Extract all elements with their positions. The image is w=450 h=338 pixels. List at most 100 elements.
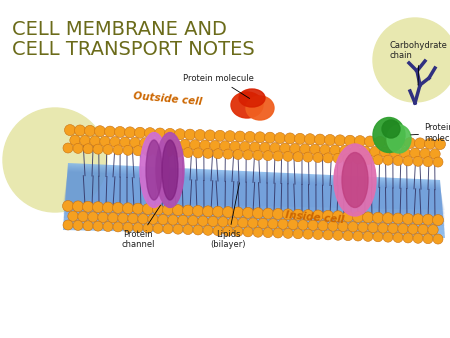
Circle shape <box>303 152 313 162</box>
Circle shape <box>178 215 188 225</box>
Circle shape <box>113 145 123 155</box>
Circle shape <box>283 209 293 220</box>
Circle shape <box>373 212 383 223</box>
Circle shape <box>363 232 373 241</box>
Circle shape <box>133 223 143 233</box>
Circle shape <box>273 151 283 161</box>
Text: CELL TRANSPORT NOTES: CELL TRANSPORT NOTES <box>12 40 255 59</box>
Circle shape <box>363 154 373 164</box>
Circle shape <box>103 202 113 213</box>
Circle shape <box>265 132 275 143</box>
Circle shape <box>228 217 238 227</box>
Circle shape <box>305 134 315 145</box>
Circle shape <box>413 156 423 166</box>
Circle shape <box>290 143 300 154</box>
Circle shape <box>395 137 405 148</box>
Circle shape <box>72 201 84 212</box>
Circle shape <box>364 136 375 147</box>
Circle shape <box>298 220 308 230</box>
Circle shape <box>288 219 298 230</box>
Circle shape <box>173 224 183 234</box>
Circle shape <box>323 153 333 163</box>
Circle shape <box>193 148 203 158</box>
Circle shape <box>340 145 350 156</box>
Circle shape <box>160 139 170 149</box>
Circle shape <box>223 226 233 236</box>
Circle shape <box>333 153 343 163</box>
Circle shape <box>428 225 438 235</box>
Circle shape <box>202 206 213 217</box>
Circle shape <box>194 129 206 141</box>
Circle shape <box>393 155 403 166</box>
Ellipse shape <box>342 152 368 208</box>
Polygon shape <box>63 163 445 238</box>
Circle shape <box>163 147 173 157</box>
Circle shape <box>90 136 100 146</box>
Circle shape <box>75 125 86 136</box>
Circle shape <box>323 210 333 221</box>
Ellipse shape <box>231 92 263 118</box>
Polygon shape <box>63 164 445 234</box>
Circle shape <box>308 220 318 231</box>
Circle shape <box>435 139 446 150</box>
Circle shape <box>373 155 383 165</box>
Circle shape <box>133 146 143 156</box>
Circle shape <box>374 136 386 147</box>
Circle shape <box>153 146 163 156</box>
Circle shape <box>280 143 290 153</box>
Text: Outside cell: Outside cell <box>133 91 202 107</box>
Circle shape <box>168 215 178 225</box>
Text: Protein molecule: Protein molecule <box>183 74 253 98</box>
Circle shape <box>162 204 174 215</box>
Circle shape <box>352 212 364 222</box>
Circle shape <box>125 127 135 138</box>
Circle shape <box>188 216 198 226</box>
Circle shape <box>233 207 243 218</box>
Polygon shape <box>63 170 445 214</box>
Ellipse shape <box>140 132 168 208</box>
Circle shape <box>342 211 354 222</box>
Circle shape <box>93 202 104 213</box>
Circle shape <box>132 203 144 214</box>
Circle shape <box>423 214 433 225</box>
Circle shape <box>328 221 338 231</box>
Circle shape <box>423 234 433 244</box>
Circle shape <box>172 205 184 216</box>
Circle shape <box>112 202 123 213</box>
Circle shape <box>83 144 93 154</box>
Circle shape <box>343 231 353 241</box>
Circle shape <box>144 128 156 139</box>
Circle shape <box>333 230 343 240</box>
Polygon shape <box>63 165 445 230</box>
Circle shape <box>93 144 103 154</box>
Circle shape <box>233 226 243 237</box>
Circle shape <box>368 222 378 233</box>
Circle shape <box>255 132 266 143</box>
Ellipse shape <box>239 89 265 107</box>
Circle shape <box>210 140 220 151</box>
Ellipse shape <box>156 132 184 208</box>
Circle shape <box>378 223 388 233</box>
Circle shape <box>154 128 166 139</box>
Circle shape <box>293 229 303 239</box>
Circle shape <box>418 224 428 235</box>
Circle shape <box>243 150 253 160</box>
Circle shape <box>343 154 353 164</box>
Circle shape <box>284 133 296 144</box>
Ellipse shape <box>334 144 376 216</box>
Circle shape <box>383 155 393 165</box>
Circle shape <box>402 213 414 224</box>
Circle shape <box>165 128 176 139</box>
Circle shape <box>138 214 148 224</box>
Circle shape <box>120 137 130 147</box>
Circle shape <box>140 138 150 148</box>
Text: Lipids
(bilayer): Lipids (bilayer) <box>210 183 246 249</box>
Circle shape <box>63 220 73 230</box>
Circle shape <box>73 220 83 231</box>
Circle shape <box>382 213 393 224</box>
Circle shape <box>103 145 113 154</box>
Circle shape <box>68 211 78 221</box>
Circle shape <box>373 232 383 242</box>
Circle shape <box>294 133 306 144</box>
Circle shape <box>113 222 123 232</box>
